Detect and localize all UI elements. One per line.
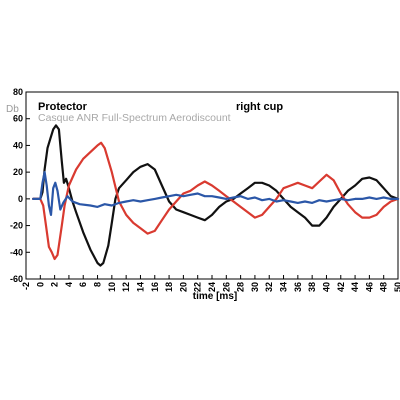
x-tick-label: 50 <box>393 282 400 292</box>
x-tick-label: 12 <box>121 282 131 292</box>
x-tick-label: 32 <box>264 282 274 292</box>
x-tick-label: 46 <box>364 282 374 292</box>
x-tick-label: 42 <box>336 282 346 292</box>
x-tick-label: 10 <box>107 282 117 292</box>
x-tick-label: 22 <box>193 282 203 292</box>
y-tick-label: 0 <box>18 194 23 204</box>
y-tick-label: -20 <box>10 221 23 231</box>
x-tick-label: 48 <box>379 282 389 292</box>
x-tick-label: 0 <box>35 282 45 287</box>
y-tick-label: -60 <box>10 274 23 284</box>
series-line-blue <box>32 171 400 216</box>
x-tick-label: 26 <box>221 282 231 292</box>
chart-subtitle: Casque ANR Full-Spectrum Aerodiscount <box>38 112 231 124</box>
chart-title-right-cup: right cup <box>236 101 283 113</box>
x-tick-label: 44 <box>350 282 360 292</box>
x-tick-label: 4 <box>64 282 74 287</box>
chart-title-protector: Protector <box>38 101 88 113</box>
y-tick-label: 60 <box>13 114 23 124</box>
x-tick-label: -2 <box>21 282 31 290</box>
x-tick-label: 16 <box>150 282 160 292</box>
x-tick-label: 14 <box>135 282 145 292</box>
x-tick-label: 28 <box>236 282 246 292</box>
x-axis-label: time [ms] <box>193 291 237 302</box>
y-tick-label: 40 <box>13 140 23 150</box>
y-tick-label: -40 <box>10 247 23 257</box>
x-tick-label: 40 <box>321 282 331 292</box>
x-tick-label: 36 <box>293 282 303 292</box>
x-axis-ticks: -2 0 2 4 6 8 10 12 14 16 18 20 22 24 26 28 30 32 34 36 38 40 4… <box>21 275 400 292</box>
x-tick-label: 24 <box>207 282 217 292</box>
y-tick-label: 20 <box>13 167 23 177</box>
x-tick-label: 34 <box>279 282 289 292</box>
x-tick-label: 38 <box>307 282 317 292</box>
y-axis-ticks: -60 -40 -20 0 20 40 60 80 <box>10 87 30 284</box>
y-tick-label: 80 <box>13 87 23 97</box>
x-tick-label: 18 <box>164 282 174 292</box>
x-tick-label: 2 <box>50 282 60 287</box>
series-line-black <box>32 124 400 267</box>
series-layer <box>32 124 400 267</box>
x-tick-label: 6 <box>78 282 88 287</box>
y-axis-label: Db <box>6 104 19 115</box>
x-tick-label: 30 <box>250 282 260 292</box>
x-tick-label: 20 <box>178 282 188 292</box>
x-tick-label: 8 <box>93 282 103 287</box>
